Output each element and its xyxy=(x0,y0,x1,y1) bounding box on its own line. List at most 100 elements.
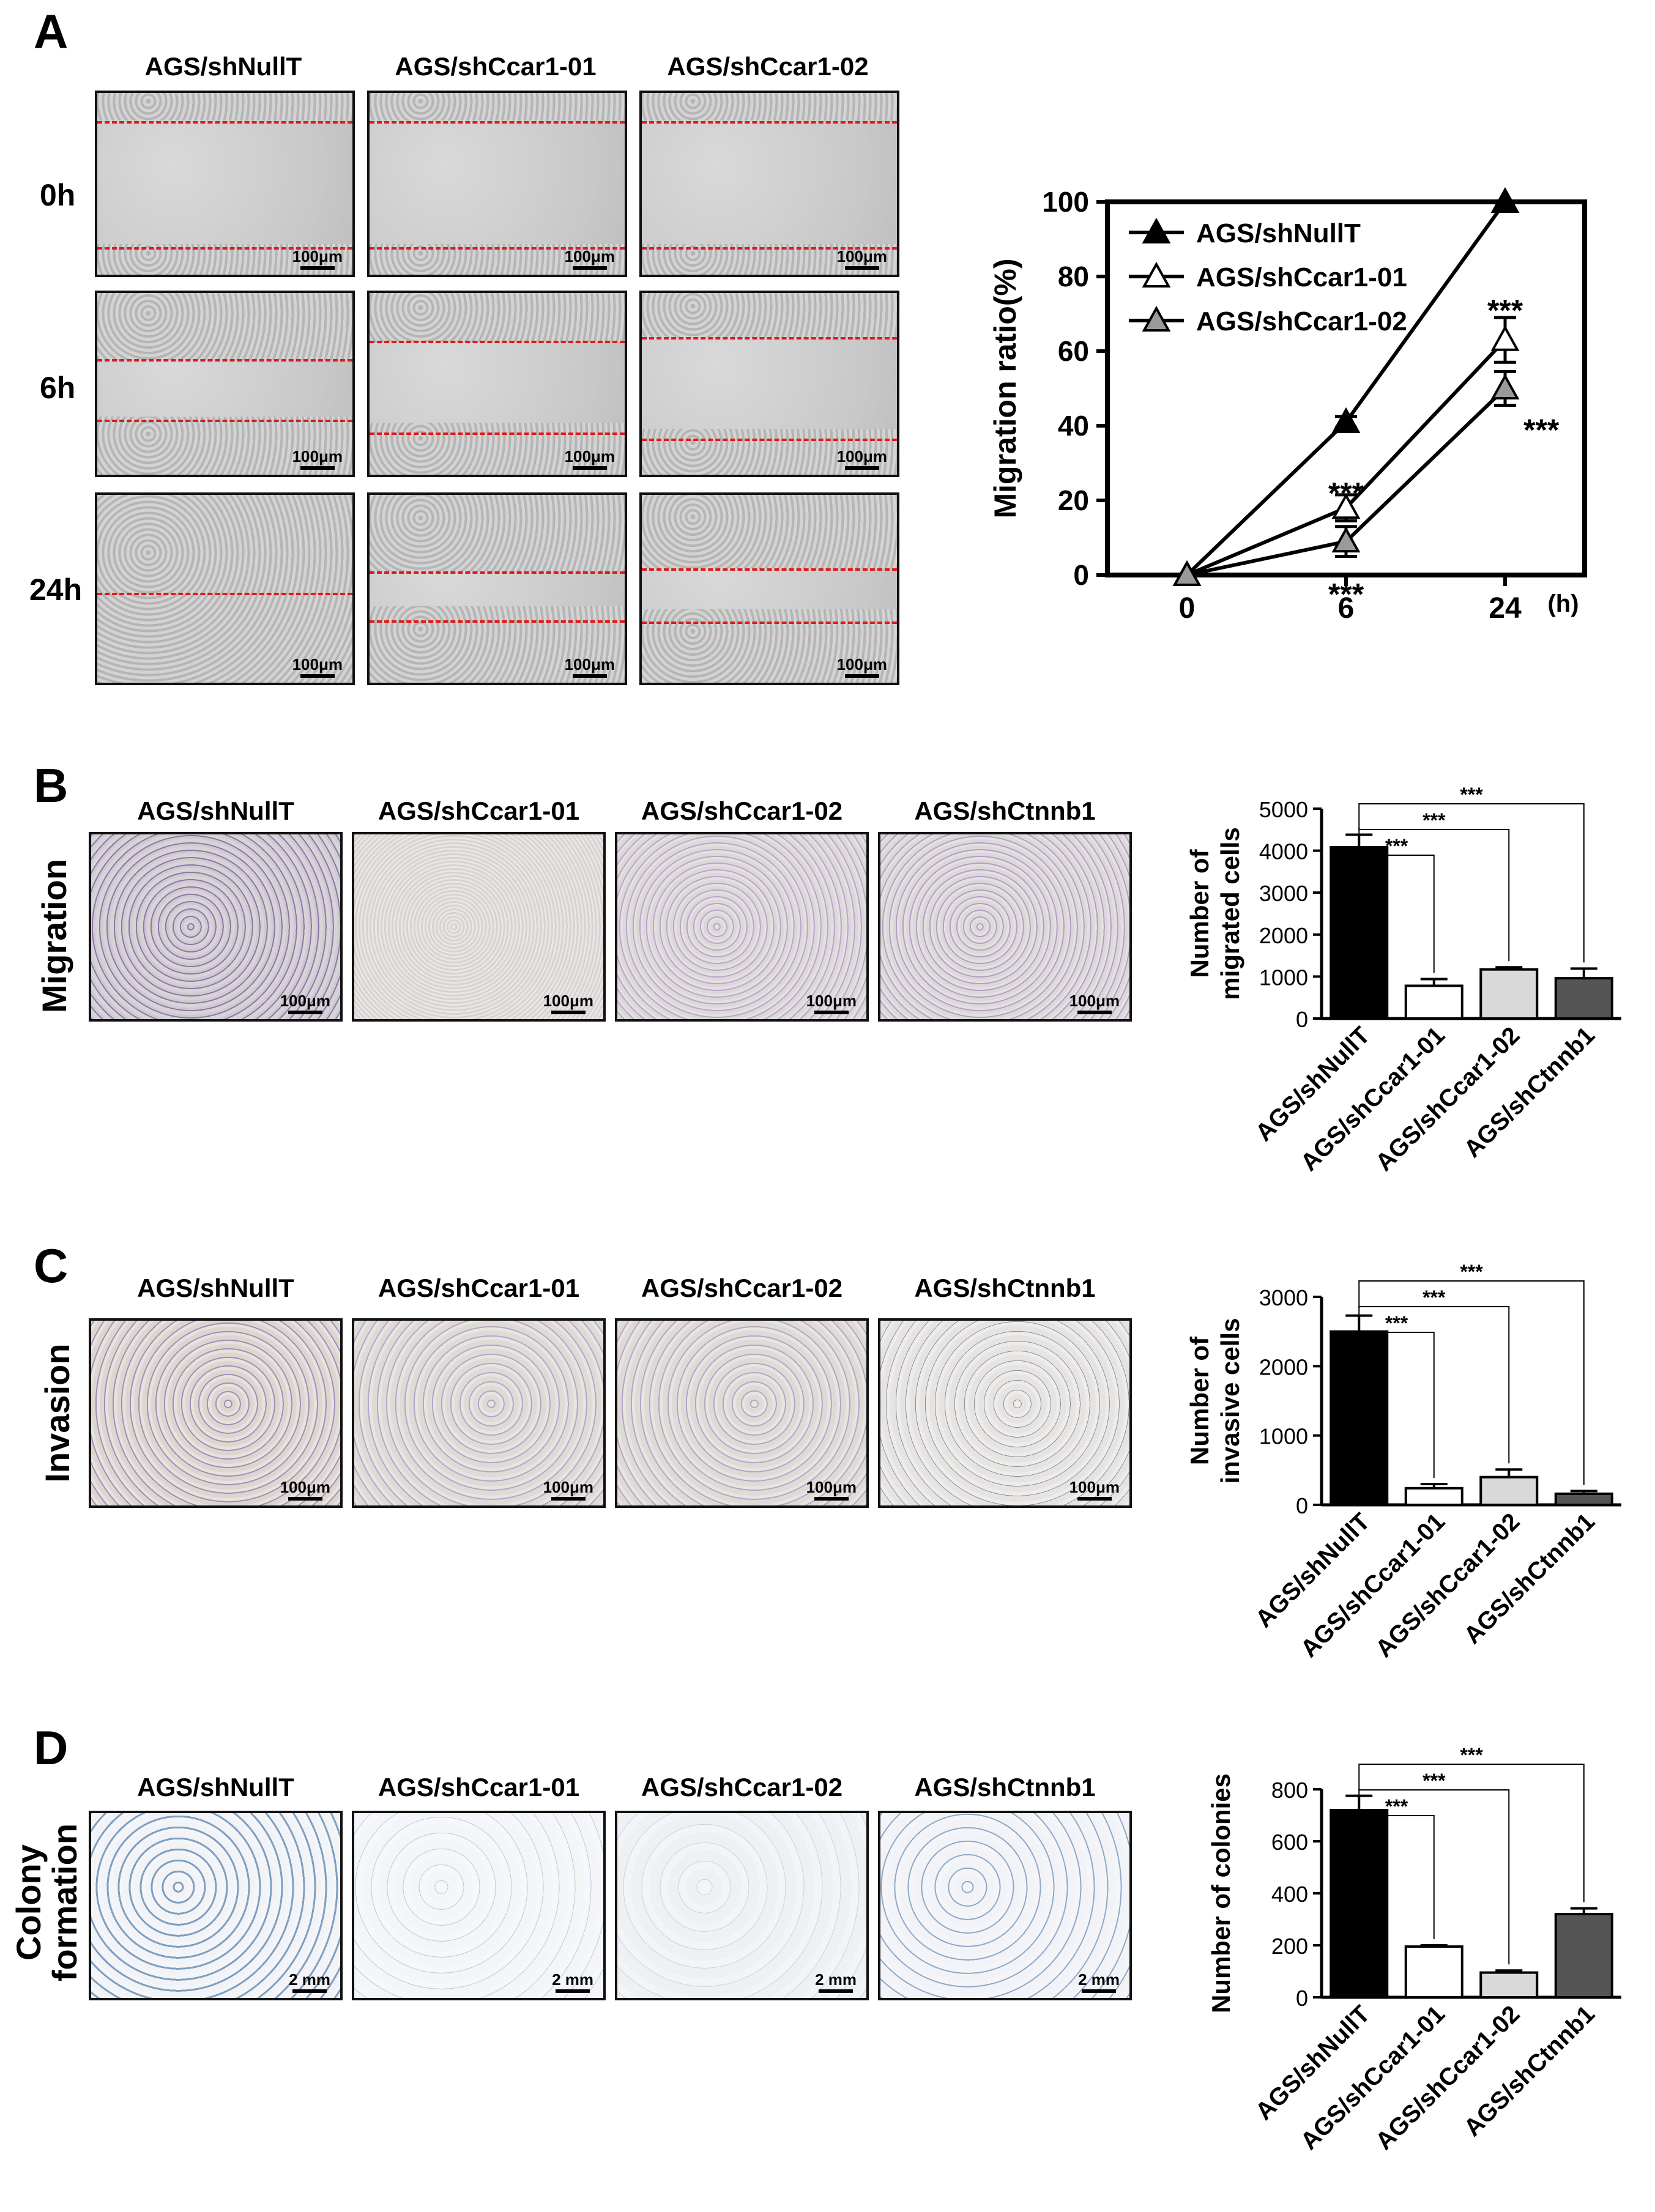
significance-bracket xyxy=(1358,1764,1585,1902)
x-tick-label: 0 xyxy=(1179,592,1196,625)
scale-bar: 100μm xyxy=(1069,992,1120,1014)
scale-bar: 2 mm xyxy=(289,1970,330,1993)
transwell-image: 100μm xyxy=(89,832,343,1022)
y-tick-label: 2000 xyxy=(1259,1354,1308,1379)
transwell-image: 100μm xyxy=(878,1318,1132,1508)
wound-image: 100μm xyxy=(639,492,899,685)
y-tick-label: 800 xyxy=(1271,1778,1308,1803)
y-axis-label: migrated cells xyxy=(1216,827,1244,1000)
column-title: AGS/shNullT xyxy=(137,1274,294,1302)
side-label-migration: Migration xyxy=(35,859,73,1013)
y-tick-label: 5000 xyxy=(1259,797,1308,822)
colony-image: 2 mm xyxy=(615,1811,869,2000)
legend-label: AGS/shCcar1-01 xyxy=(1196,262,1407,292)
colony-image: 2 mm xyxy=(878,1811,1132,2000)
scale-bar: 100μm xyxy=(837,447,887,470)
data-point xyxy=(1172,560,1202,586)
x-tick-label: AGS/shCtnnb1 xyxy=(1459,1508,1600,1649)
significance-bracket xyxy=(1358,1788,1510,1965)
y-tick-label: 0 xyxy=(1296,1493,1308,1518)
significance-label: *** xyxy=(1423,809,1446,831)
side-label-invasion: Invasion xyxy=(38,1343,76,1483)
x-tick-label: AGS/shCtnnb1 xyxy=(1459,2000,1600,2142)
y-tick-label: 600 xyxy=(1271,1830,1308,1855)
y-tick-label: 4000 xyxy=(1259,839,1308,864)
scale-bar: 2 mm xyxy=(552,1970,593,1993)
data-point xyxy=(1490,187,1520,213)
scale-bar: 100μm xyxy=(543,1478,593,1501)
column-title: AGS/shCcar1-02 xyxy=(667,52,869,81)
bar xyxy=(1479,1475,1539,1506)
significance-label: *** xyxy=(1328,577,1364,611)
column-title: AGS/shCtnnb1 xyxy=(914,796,1096,825)
scale-bar: 100μm xyxy=(565,247,615,270)
bar xyxy=(1404,984,1463,1020)
column-title: AGS/shNullT xyxy=(137,1773,294,1802)
bar xyxy=(1554,977,1613,1020)
transwell-image: 100μm xyxy=(352,832,606,1022)
scale-bar: 100μm xyxy=(543,992,593,1014)
y-axis-label: Number of xyxy=(1185,1336,1214,1465)
x-tick-label: 6 xyxy=(1338,592,1355,625)
x-unit-label: (h) xyxy=(1547,590,1579,617)
y-tick-label: 100 xyxy=(1042,186,1089,218)
legend-label: AGS/shNullT xyxy=(1196,218,1361,248)
wound-image: 100μm xyxy=(95,91,355,277)
panel-letter-a: A xyxy=(34,4,69,58)
row-label-24h: 24h xyxy=(29,573,83,607)
column-title: AGS/shCcar1-02 xyxy=(641,796,843,825)
significance-label: *** xyxy=(1523,413,1560,447)
y-axis-label: Number of colonies xyxy=(1207,1773,1235,2013)
wound-image: 100μm xyxy=(639,91,899,277)
scale-bar: 100μm xyxy=(837,655,887,678)
significance-label: *** xyxy=(1423,1286,1446,1308)
significance-label: *** xyxy=(1460,1744,1483,1766)
migrated-cells-bar-chart: 010002000300040005000AGS/shNullTAGS/shCc… xyxy=(1185,784,1621,1176)
scale-bar: 100μm xyxy=(565,447,615,470)
data-point xyxy=(1490,325,1520,351)
y-tick-label: 40 xyxy=(1058,410,1089,442)
y-tick-label: 1000 xyxy=(1259,1424,1308,1449)
column-title: AGS/shCcar1-01 xyxy=(377,796,580,825)
colony-image: 2 mm xyxy=(89,1811,343,2000)
legend-marker xyxy=(1142,217,1171,243)
column-title: AGS/shCcar1-01 xyxy=(377,1773,580,1802)
row-label-6h: 6h xyxy=(40,371,76,405)
significance-bracket xyxy=(1358,1788,1435,1939)
significance-label: *** xyxy=(1385,1312,1408,1334)
scale-bar: 100μm xyxy=(565,655,615,678)
y-tick-label: 0 xyxy=(1296,1007,1308,1032)
colony-image: 2 mm xyxy=(352,1811,606,2000)
x-tick-label: AGS/shCcar1-01 xyxy=(1295,2000,1450,2155)
scale-bar: 100μm xyxy=(280,1478,330,1501)
column-title: AGS/shCcar1-01 xyxy=(377,1274,580,1302)
scale-bar: 2 mm xyxy=(815,1970,857,1993)
panel-letter-d: D xyxy=(34,1721,69,1775)
wound-image: 100μm xyxy=(639,291,899,477)
y-tick-label: 0 xyxy=(1296,1986,1308,2011)
column-title: AGS/shCtnnb1 xyxy=(914,1773,1096,1802)
significance-bracket xyxy=(1358,1308,1435,1478)
x-tick-label: AGS/shCcar1-01 xyxy=(1295,1022,1450,1176)
y-axis-label: Number of xyxy=(1185,848,1214,978)
significance-label: *** xyxy=(1385,1795,1408,1817)
scale-bar: 100μm xyxy=(806,992,857,1014)
legend-marker xyxy=(1142,261,1171,288)
y-tick-label: 200 xyxy=(1271,1934,1308,1959)
y-tick-label: 2000 xyxy=(1259,923,1308,948)
scale-bar: 100μm xyxy=(292,247,343,270)
migration-line-chart: 0 20 40 60 80 100 0 6 24 (h) Migration ratio(%) AGS… xyxy=(988,186,1587,625)
legend-marker xyxy=(1142,305,1171,332)
x-tick-label: AGS/shCtnnb1 xyxy=(1459,1022,1600,1163)
panel-letter-b: B xyxy=(34,759,69,812)
significance-bracket xyxy=(1358,827,1510,962)
y-tick-label: 1000 xyxy=(1259,965,1308,990)
side-label-colony-formation: Colony formation xyxy=(9,1823,84,1982)
transwell-image: 100μm xyxy=(878,832,1132,1022)
wound-image: 100μm xyxy=(367,91,627,277)
scale-bar: 100μm xyxy=(292,655,343,678)
significance-bracket xyxy=(1358,1280,1585,1485)
column-title: AGS/shCtnnb1 xyxy=(914,1274,1096,1302)
bar xyxy=(1330,846,1389,1020)
bar xyxy=(1479,968,1539,1020)
